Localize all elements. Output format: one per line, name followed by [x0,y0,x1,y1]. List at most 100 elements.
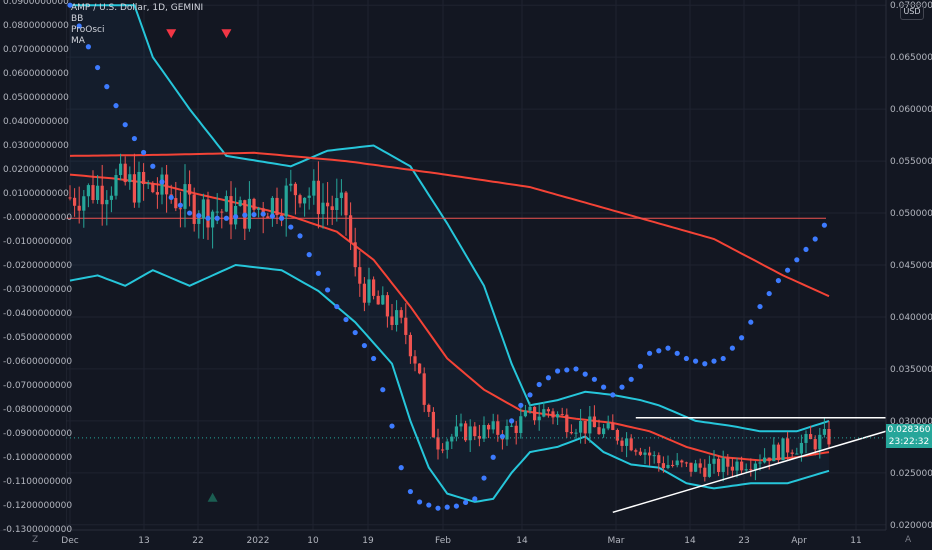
left-axis-tick-label: -0.0000000000 [3,213,72,223]
candle-body [675,460,679,466]
candle-body [119,163,123,176]
candle-body [514,425,518,433]
candle-body [422,373,426,405]
candle-body [73,197,77,206]
candle-body [758,462,762,464]
candle-body [151,183,155,193]
oscillator-dot [628,376,634,382]
timezone-button[interactable]: Z [32,535,39,545]
oscillator-dot [610,392,616,398]
oscillator-dot [122,122,128,128]
right-axis-tick-label: 0.030000 [890,417,932,427]
left-axis-tick-label: 0.0500000000 [3,93,69,103]
oscillator-dot [417,499,423,505]
symbol-title[interactable]: AMP / U.S. Dollar, 1D, GEMINI [71,3,204,13]
oscillator-dot [582,371,588,377]
candle-body [372,279,376,296]
candle-body [238,200,242,206]
oscillator-dot [555,368,561,374]
candle-body [312,180,316,196]
drawn-lines [66,417,887,514]
left-axis-tick-label: 0.0800000000 [3,21,69,31]
candle-body [818,434,822,450]
slow-moving-average [69,151,830,298]
candle-body [574,432,578,434]
indicator-ma-label[interactable]: MA [71,36,85,46]
indicator-proosci-label[interactable]: ProOsci [71,25,105,35]
oscillator-dot [766,290,772,297]
oscillator-dot [352,329,358,336]
candle-body [307,195,311,198]
candle-body [579,420,583,433]
candle-body [105,199,109,205]
oscillator-dot [407,488,413,495]
candle-body [551,411,555,418]
oscillator-dot [205,215,211,221]
candle-body [772,444,776,462]
oscillator-dot [794,257,800,263]
candle-body [367,279,371,303]
signal-markers [166,29,232,502]
oscillator-dot [812,236,818,242]
candle-body [707,463,711,477]
sell-signal-arrow [166,29,177,39]
candle-body [602,428,606,435]
oscillator-dot [150,163,156,169]
oscillator-dot [306,252,312,258]
candle-body [763,457,767,463]
right-axis-tick-label: 0.045000 [890,261,932,271]
candle-body [441,449,445,451]
candle-body [128,174,132,183]
time-axis-tick-label: Apr [791,536,807,546]
oscillator-dot [444,504,450,510]
candle-body [592,416,596,428]
candle-body [178,208,182,210]
candle-body [671,464,675,466]
oscillator-dot [545,375,552,381]
oscillator-dot [95,64,101,71]
oscillator-dot [104,84,110,90]
oscillator-dots [67,2,828,511]
oscillator-dot [297,233,303,239]
time-axis-tick-label: 23 [738,536,749,546]
oscillator-dot [711,358,717,364]
candle-body [247,198,251,229]
candle-body [100,185,104,205]
grid-lines [66,0,886,530]
fast-moving-average [69,173,830,462]
oscillator-dot [361,342,367,349]
candle-body [413,356,417,364]
left-price-axis[interactable]: 0.0900000000 0.0800000000 0.0700000000 0.06… [0,0,72,535]
candle-body [491,421,495,430]
currency-button[interactable]: USD [900,4,924,20]
oscillator-dot [269,213,275,219]
left-axis-tick-label: 0.0900000000 [3,0,69,7]
oscillator-dot [334,303,340,310]
candle-body [569,432,573,434]
time-axis-tick-label: 13 [138,536,149,546]
oscillator-dot [85,44,91,50]
time-axis-tick-label: 22 [192,536,203,546]
time-axis-tick-label: 10 [307,536,319,546]
candle-body [790,452,794,454]
candle-body [252,198,256,210]
candle-body [132,174,136,203]
candle-body [358,267,362,284]
candle-body [597,427,601,435]
left-axis-tick-label: -0.0300000000 [3,285,72,295]
oscillator-dot [739,335,745,341]
candle-body [799,442,803,454]
left-axis-tick-label: -0.0600000000 [3,357,72,367]
candle-body [349,215,353,243]
indicator-bb-label[interactable]: BB [71,14,84,24]
candle-body [703,467,707,477]
oscillator-dot [279,215,285,221]
auto-scale-button[interactable]: A [905,535,912,545]
right-price-axis[interactable]: 0.070000 0.065000 0.060000 0.055000 0.050000… [890,1,932,531]
right-axis-tick-label: 0.040000 [890,313,932,323]
candle-body [450,436,454,442]
left-axis-tick-label: -0.1000000000 [3,453,72,463]
left-axis-background [0,0,66,530]
time-axis[interactable]: Dec 13 22 2022 10 19 Feb 14 Mar 14 23 Apr 11 [61,536,861,546]
